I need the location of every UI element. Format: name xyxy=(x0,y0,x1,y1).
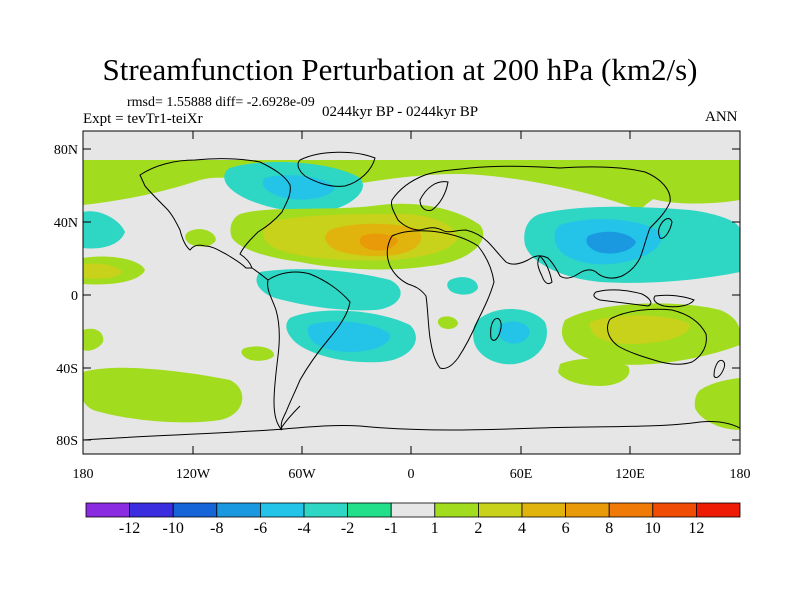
contour-spac-green-left xyxy=(83,328,104,351)
lon-label-120w: 120W xyxy=(176,467,211,482)
coast-scandinavia xyxy=(419,181,449,211)
contour-atlantic-blue-core xyxy=(262,175,335,200)
colorbar-swatch xyxy=(259,502,305,518)
lon-label-120e: 120E xyxy=(615,467,645,482)
experiment-label: Expt = tevTr1-teiXr xyxy=(83,111,203,127)
colorbar-label: -2 xyxy=(341,520,354,537)
lat-label-80n: 80N xyxy=(54,143,78,158)
coastlines xyxy=(83,151,740,441)
coast-australia xyxy=(607,308,707,365)
coast-new-zealand xyxy=(713,359,725,379)
lon-label-60e: 60E xyxy=(510,467,533,482)
colorbar-swatch xyxy=(521,502,566,518)
colorbar-swatch xyxy=(172,502,218,518)
lat-label-eq: 0 xyxy=(71,289,78,304)
contour-pacific-blue xyxy=(83,211,125,249)
colorbar-swatch xyxy=(608,502,654,518)
colorbar-label: -1 xyxy=(385,520,398,537)
colorbar-label: 2 xyxy=(474,520,482,537)
contour-australia-yellow xyxy=(589,315,691,344)
colorbar-swatch xyxy=(696,502,741,518)
colorbar-label: 12 xyxy=(688,520,704,537)
coast-south-america xyxy=(267,271,351,431)
colorbar-label: 4 xyxy=(518,520,526,537)
contour-samerica-blue xyxy=(256,269,401,311)
contour-atlantic-orange xyxy=(359,233,398,251)
contour-southern-green-far-right xyxy=(694,378,740,430)
stats-label: rmsd= 1.55888 diff= -2.6928e-09 xyxy=(127,95,315,110)
colorbar-swatch xyxy=(303,502,348,518)
lat-label-40s: 40S xyxy=(56,362,78,377)
contour-africa-green-small xyxy=(437,316,458,329)
colorbar-label: -12 xyxy=(119,520,140,537)
colorbar-swatch xyxy=(565,502,610,518)
colorbar-swatch xyxy=(85,502,130,518)
coast-antarctic-peninsula xyxy=(279,405,301,431)
colorbar-label: 8 xyxy=(605,520,613,537)
coast-japan xyxy=(658,218,673,239)
colorbar-swatch xyxy=(216,502,261,518)
colorbar-swatch xyxy=(434,502,479,518)
plot-title: Streamfunction Perturbation at 200 hPa (… xyxy=(102,52,698,87)
colorbar-label: -8 xyxy=(210,520,223,537)
coast-indonesia xyxy=(593,289,652,307)
colorbar-label: -6 xyxy=(254,520,267,537)
season-label: ANN xyxy=(705,109,738,125)
coast-india xyxy=(537,255,553,285)
lat-label-80s: 80S xyxy=(56,434,78,449)
colorbar-swatch xyxy=(390,502,436,518)
coast-eurasia xyxy=(391,165,671,279)
lon-label-60w: 60W xyxy=(288,467,316,482)
contour-sa-south-core xyxy=(307,321,391,352)
contour-fills xyxy=(83,160,740,430)
coast-madagascar xyxy=(490,317,502,341)
colorbar-label: 1 xyxy=(431,520,439,537)
coast-new-guinea xyxy=(653,294,695,308)
colorbar-swatch xyxy=(129,502,174,518)
colorbar-swatch xyxy=(652,502,697,518)
contour-asia-deep xyxy=(586,231,636,254)
contour-southern-green-right xyxy=(558,358,630,386)
colorbar-swatch xyxy=(477,502,523,518)
period-label: 0244kyr BP - 0244kyr BP xyxy=(322,104,479,120)
colorbar-label: 6 xyxy=(562,520,570,537)
lon-label-0: 0 xyxy=(408,467,415,482)
colorbar-label: -4 xyxy=(297,520,310,537)
contour-nepac-green xyxy=(635,166,740,204)
contour-southern-green xyxy=(83,367,243,423)
coast-north-america xyxy=(139,158,291,269)
contour-gulf-green xyxy=(185,229,216,247)
coast-africa xyxy=(386,230,495,369)
coast-antarctica xyxy=(83,421,740,441)
contour-westpac-yellow xyxy=(83,263,122,279)
colorbar-label: 10 xyxy=(645,520,661,537)
coast-central-america xyxy=(251,267,269,281)
contour-indian-core xyxy=(498,321,530,344)
lat-label-40n: 40N xyxy=(54,216,78,231)
contour-africa-blue-small xyxy=(447,277,478,295)
axis-ticks xyxy=(83,131,740,454)
coast-greenland xyxy=(297,151,376,187)
colorbar-label: -10 xyxy=(163,520,184,537)
lon-label-180e: 180 xyxy=(730,467,751,482)
contour-spac-green-patch xyxy=(241,346,275,361)
lon-label-180w: 180 xyxy=(73,467,94,482)
colorbar: -12 -10 -8 -6 -4 -2 -1 1 2 4 6 8 10 12 xyxy=(85,502,741,537)
colorbar-swatch xyxy=(347,502,392,518)
